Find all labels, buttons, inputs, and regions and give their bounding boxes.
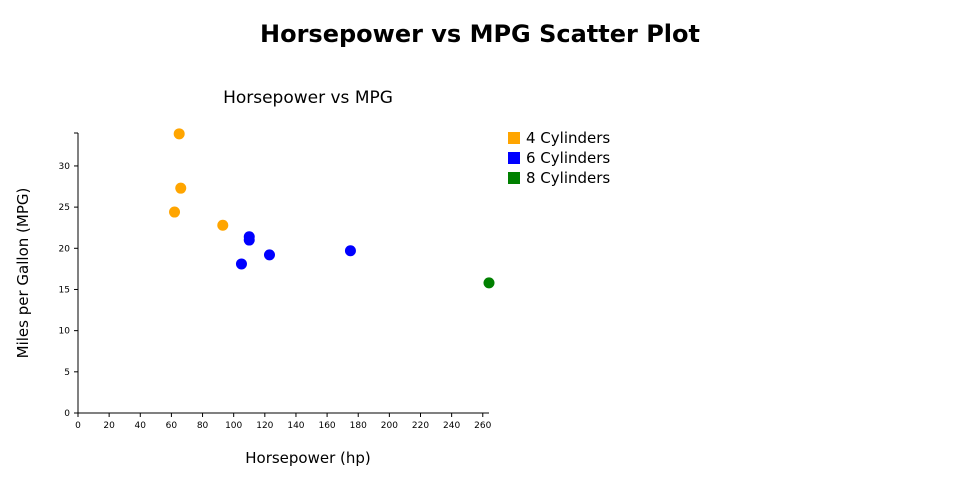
x-tick-label: 80: [197, 421, 209, 431]
y-tick-label: 5: [64, 368, 70, 378]
x-tick-label: 200: [381, 421, 398, 431]
x-tick-label: 60: [166, 421, 178, 431]
x-tick-label: 100: [225, 421, 242, 431]
x-tick-label: 260: [474, 421, 491, 431]
page-title: Horsepower vs MPG Scatter Plot: [260, 20, 700, 48]
x-ticks: 0 20 40 60 80 100 120 140 160 180 200 220 240 260: [75, 413, 492, 431]
x-tick-label: 0: [75, 421, 81, 431]
data-points: [169, 128, 495, 289]
y-ticks: 0 5 10 15 20 25 30: [59, 132, 78, 419]
y-tick-label: 30: [59, 162, 71, 172]
x-tick-label: 240: [443, 421, 460, 431]
x-axis: 0 20 40 60 80 100 120 140 160 180 200 220 240 260: [75, 412, 492, 431]
legend-swatch: [508, 132, 520, 144]
legend-label: 8 Cylinders: [526, 169, 610, 187]
data-point: [483, 277, 495, 289]
x-tick-label: 20: [103, 421, 115, 431]
y-axis: 0 5 10 15 20 25 30: [59, 132, 79, 419]
x-tick-label: 140: [287, 421, 304, 431]
legend-label: 6 Cylinders: [526, 149, 610, 167]
data-point: [235, 258, 247, 270]
data-point: [175, 182, 187, 194]
data-point: [217, 219, 229, 231]
legend: 4 Cylinders 6 Cylinders 8 Cylinders: [508, 129, 610, 187]
x-axis-label: Horsepower (hp): [245, 449, 371, 467]
y-tick-label: 10: [59, 327, 71, 337]
data-point: [169, 206, 181, 218]
y-tick-label: 20: [59, 244, 71, 254]
chart-title: Horsepower vs MPG: [223, 88, 393, 108]
legend-label: 4 Cylinders: [526, 129, 610, 147]
data-point: [263, 249, 275, 261]
legend-swatch: [508, 172, 520, 184]
x-tick-label: 220: [412, 421, 429, 431]
y-axis-label: Miles per Gallon (MPG): [14, 188, 32, 359]
y-tick-label: 25: [59, 203, 70, 213]
y-tick-label: 0: [64, 409, 70, 419]
x-tick-label: 180: [350, 421, 367, 431]
x-tick-label: 120: [256, 421, 273, 431]
data-point: [344, 245, 356, 257]
y-tick-label: 15: [59, 285, 70, 295]
x-tick-label: 40: [135, 421, 147, 431]
legend-swatch: [508, 152, 520, 164]
data-point: [243, 231, 255, 243]
data-point: [173, 128, 185, 140]
x-tick-label: 160: [318, 421, 335, 431]
